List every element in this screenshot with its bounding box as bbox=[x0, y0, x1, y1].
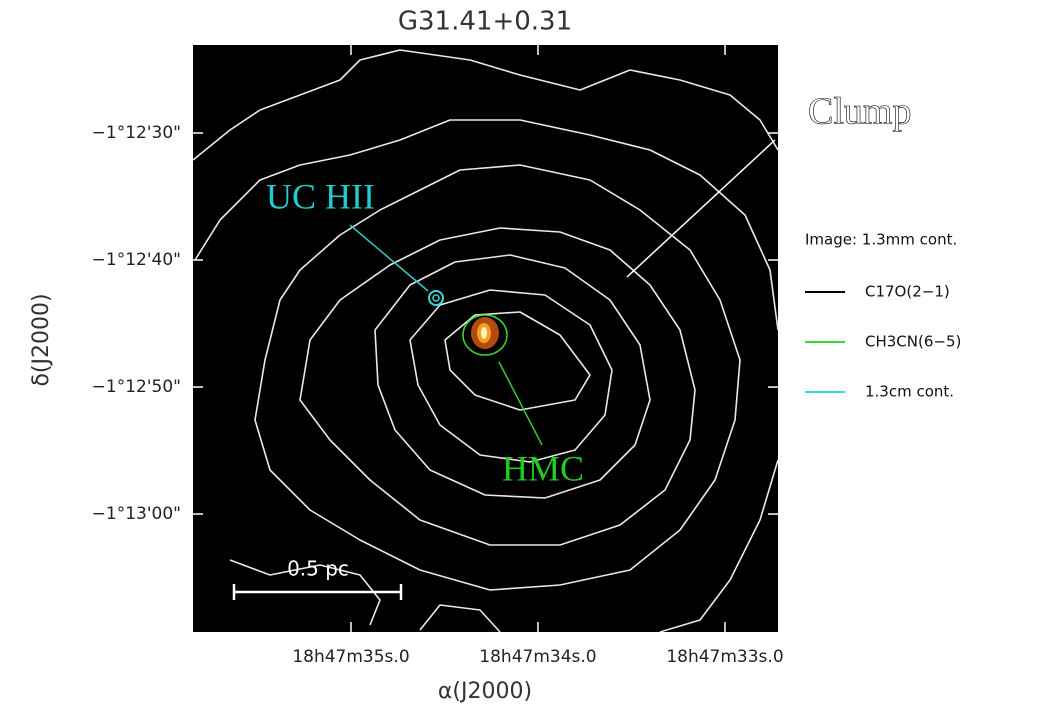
chart-title: G31.41+0.31 bbox=[398, 7, 572, 37]
contour bbox=[192, 49, 779, 161]
uchii-contour bbox=[428, 290, 444, 306]
x-axis-label: α(J2000) bbox=[438, 679, 532, 704]
contour bbox=[444, 311, 591, 411]
contour bbox=[374, 254, 651, 499]
arrow bbox=[498, 361, 543, 446]
x-tick-label: 18h47m33s.0 bbox=[666, 647, 783, 667]
x-tick-label: 18h47m35s.0 bbox=[292, 647, 409, 667]
arrow bbox=[349, 224, 429, 292]
annotation: HMC bbox=[502, 448, 584, 488]
annotation: UC HII bbox=[266, 176, 375, 216]
y-axis-label: δ(J2000) bbox=[29, 293, 54, 386]
legend-title: Image: 1.3mm cont. bbox=[805, 231, 957, 249]
annotation: Clump bbox=[808, 91, 911, 133]
scale-bar-label: 0.5 pc bbox=[287, 557, 349, 581]
y-tick-label: −1°13'00" bbox=[92, 504, 181, 524]
hmc-contour bbox=[462, 314, 508, 356]
contour bbox=[299, 227, 696, 546]
contour bbox=[229, 559, 501, 633]
contour bbox=[254, 164, 741, 591]
contour bbox=[194, 119, 779, 633]
uchii-contour bbox=[432, 294, 440, 302]
arrow bbox=[626, 139, 776, 278]
x-tick-label: 18h47m34s.0 bbox=[479, 647, 596, 667]
y-tick-label: −1°12'50" bbox=[92, 377, 181, 397]
hot-core bbox=[428, 290, 508, 356]
legend-label: 1.3cm cont. bbox=[865, 383, 954, 401]
legend-label: C17O(2−1) bbox=[865, 283, 950, 301]
y-tick-label: −1°12'30" bbox=[92, 123, 181, 143]
contour bbox=[409, 289, 613, 463]
hmc-emission bbox=[481, 327, 487, 339]
y-tick-label: −1°12'40" bbox=[92, 250, 181, 270]
contours bbox=[192, 49, 779, 633]
legend-label: CH3CN(6−5) bbox=[865, 333, 961, 351]
